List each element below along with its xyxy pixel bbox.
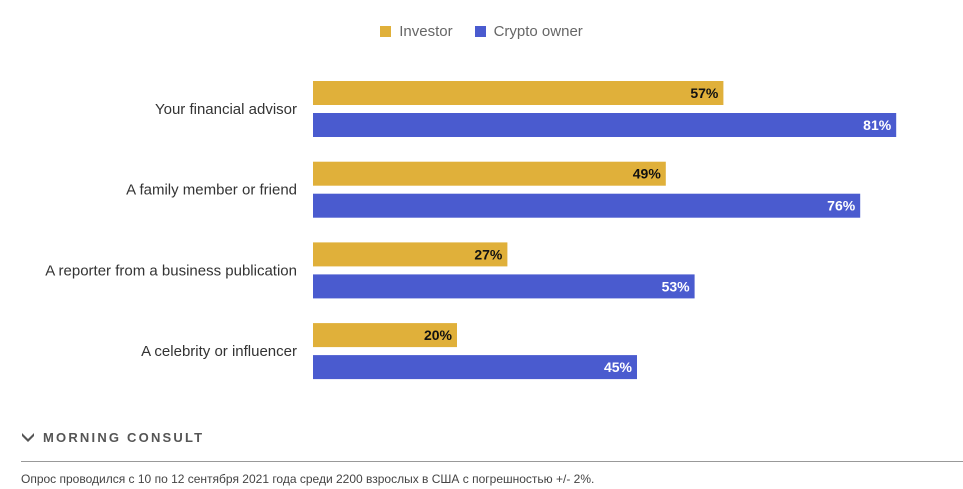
legend-swatch-investor [380,26,392,37]
bar-investor [313,161,666,186]
brand-name: MORNING CONSULT [43,430,205,445]
category-label: A celebrity or influencer [141,343,297,360]
data-label: 49% [633,166,662,182]
footnote: Опрос проводился с 10 по 12 сентября 202… [21,472,595,486]
data-label: 27% [474,246,503,262]
data-label: 45% [604,359,633,375]
legend-label-crypto-owner: Crypto owner [493,23,583,40]
data-label: 53% [662,278,691,294]
bar-crypto-owner [313,193,861,218]
bar-chart-svg: Your financial advisor 57% 81% A family mem… [45,81,897,380]
bar-crypto-owner [313,274,695,299]
bar-crypto-owner [313,355,637,380]
legend-item-crypto-owner: Crypto owner [474,23,583,40]
data-label: 20% [424,327,453,343]
legend: Investor Crypto owner [0,23,963,40]
legend-swatch-crypto-owner [474,26,486,37]
footer-divider [21,461,963,462]
data-label: 81% [863,117,892,133]
category-label: A reporter from a business publication [45,262,297,279]
category-label: A family member or friend [126,182,297,199]
chart: Investor Crypto owner Your financial adv… [0,23,963,380]
M-logo-icon [22,432,34,442]
bar-investor [313,81,724,105]
legend-label-investor: Investor [399,23,453,40]
data-label: 76% [827,198,856,214]
category-label: Your financial advisor [155,101,297,118]
brand-logo: MORNING CONSULT [21,430,204,445]
data-label: 57% [690,85,719,101]
bar-crypto-owner [313,113,897,137]
bar-investor [313,323,457,348]
legend-item-investor: Investor [380,23,453,40]
bar-investor [313,242,508,267]
